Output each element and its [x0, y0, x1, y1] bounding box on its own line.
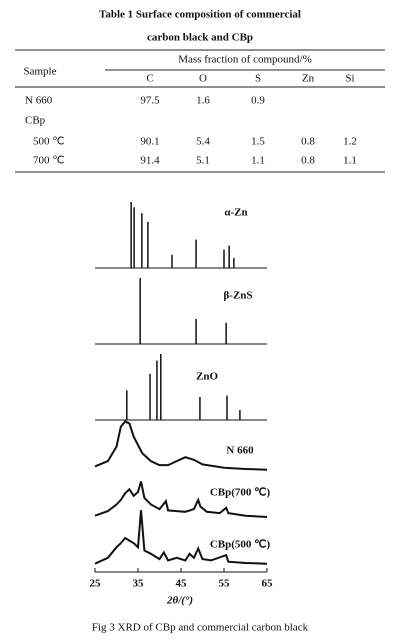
row-label: N 660: [25, 95, 53, 107]
cell: 1.1: [343, 155, 357, 167]
row-label: 500 ℃: [33, 136, 65, 148]
table-title: carbon black and CBp: [147, 32, 253, 44]
x-tick-label: 45: [176, 578, 188, 590]
x-tick-label: 25: [90, 578, 102, 590]
header-group: Mass fraction of compound/%: [178, 54, 312, 66]
cell: 0.8: [301, 136, 315, 148]
x-tick-label: 65: [262, 578, 274, 590]
xrd-curve: [94, 481, 268, 518]
series-label: β-ZnS: [223, 290, 252, 302]
cell: 5.4: [196, 136, 210, 148]
header-column: C: [146, 73, 153, 85]
header-column: O: [199, 73, 207, 85]
cell: 5.1: [196, 155, 210, 167]
series-label: α-Zn: [224, 207, 247, 219]
row-label: 700 ℃: [33, 155, 65, 167]
cell: 1.1: [251, 155, 265, 167]
cell: 0.9: [251, 95, 265, 107]
cell: 97.5: [140, 95, 160, 107]
header-column: S: [255, 73, 261, 85]
x-tick-label: 35: [133, 578, 145, 590]
cell: 91.4: [140, 155, 160, 167]
series-label: N 660: [226, 445, 254, 457]
header-column: Zn: [302, 73, 315, 85]
xrd-curve: [94, 510, 268, 565]
xrd-curve: [94, 420, 268, 471]
figure-caption: Fig 3 XRD of CBp and commercial carbon b…: [92, 622, 309, 634]
cell: 1.5: [251, 136, 265, 148]
series-label: CBp(700 ℃): [210, 487, 271, 499]
cell: 0.8: [301, 155, 315, 167]
cell: 1.6: [196, 95, 210, 107]
header-column: Si: [345, 73, 354, 85]
cell: 90.1: [140, 136, 159, 148]
header-sample: Sample: [24, 66, 57, 78]
x-tick-label: 55: [219, 578, 231, 590]
series-label: CBp(500 ℃): [210, 539, 271, 551]
series-label: ZnO: [196, 371, 218, 383]
row-label: CBp: [25, 115, 46, 127]
cell: 1.2: [343, 136, 357, 148]
table-title: Table 1 Surface composition of commercia…: [99, 9, 301, 21]
x-axis-label: 2θ/(°): [166, 595, 193, 607]
